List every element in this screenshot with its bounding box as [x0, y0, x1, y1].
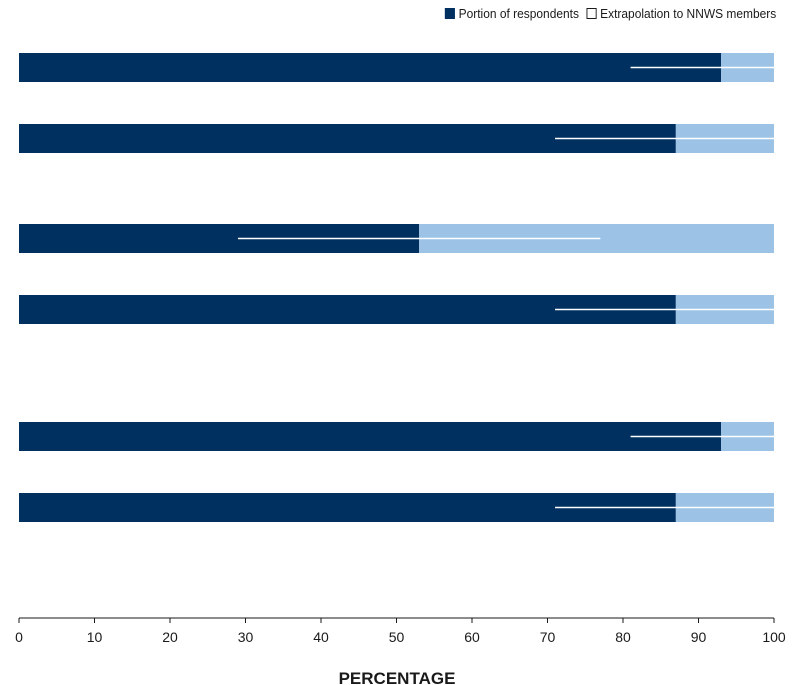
legend-swatch-extrapolation — [586, 8, 597, 19]
bars-group — [19, 53, 774, 522]
legend: Portion of respondents Extrapolation to … — [437, 6, 776, 21]
legend-item-extrapolation: Extrapolation to NNWS members — [586, 6, 776, 21]
x-tick-label-20: 20 — [162, 629, 178, 645]
x-tick-label-0: 0 — [15, 629, 23, 645]
bar-portion-5 — [19, 422, 722, 451]
legend-item-portion: Portion of respondents — [444, 6, 579, 21]
x-tick-label-30: 30 — [238, 629, 254, 645]
bar-portion-1 — [19, 53, 722, 82]
x-tick-label-90: 90 — [691, 629, 707, 645]
x-axis-title: PERCENTAGE — [339, 669, 456, 685]
legend-label-extrapolation: Extrapolation to NNWS members — [599, 6, 776, 21]
x-tick-label-40: 40 — [313, 629, 329, 645]
x-tick-label-80: 80 — [615, 629, 631, 645]
legend-swatch-portion — [444, 8, 455, 19]
x-tick-label-60: 60 — [464, 629, 480, 645]
x-tick-label-10: 10 — [87, 629, 103, 645]
x-tick-label-50: 50 — [389, 629, 405, 645]
x-tick-label-100: 100 — [762, 629, 786, 645]
x-axis: 0 10 20 30 40 50 60 70 80 90 100 — [15, 617, 786, 645]
legend-label-portion: Portion of respondents — [458, 6, 579, 21]
x-tick-label-70: 70 — [540, 629, 556, 645]
